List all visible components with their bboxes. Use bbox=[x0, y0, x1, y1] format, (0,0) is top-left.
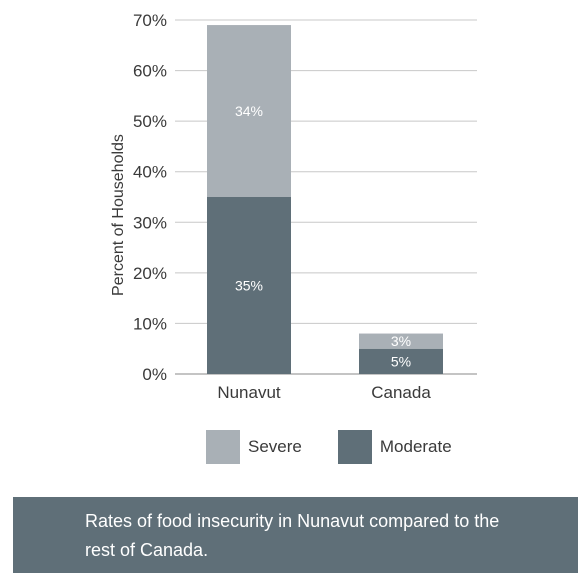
y-axis-ticks: 0% 10% 20% 30% 40% 50% 60% 70% bbox=[133, 11, 167, 384]
bars: 35% 34% 5% 3% bbox=[207, 25, 443, 374]
y-tick-label: 70% bbox=[133, 11, 167, 30]
data-label: 34% bbox=[235, 103, 263, 119]
y-tick-label: 30% bbox=[133, 213, 167, 232]
data-label: 5% bbox=[391, 353, 411, 369]
caption-box: Rates of food insecurity in Nunavut comp… bbox=[13, 497, 578, 573]
y-tick-label: 50% bbox=[133, 112, 167, 131]
legend-item-moderate: Moderate bbox=[337, 430, 452, 464]
legend-swatch-moderate bbox=[337, 430, 372, 464]
bar-moderate-nunavut bbox=[207, 197, 291, 374]
y-tick-label: 10% bbox=[133, 314, 167, 333]
legend-label-severe: Severe bbox=[248, 437, 302, 456]
legend-item-severe: Severe bbox=[206, 430, 302, 464]
y-tick-label: 60% bbox=[133, 62, 167, 81]
legend-label-moderate: Moderate bbox=[379, 437, 452, 456]
legend: Severe Moderate bbox=[206, 430, 488, 464]
bar-severe-nunavut bbox=[207, 25, 291, 197]
y-tick-label: 0% bbox=[142, 365, 167, 384]
y-axis-label: Percent of Households bbox=[110, 134, 127, 296]
stacked-bar-chart: 0% 10% 20% 30% 40% 50% 60% 70% Percent of House… bbox=[110, 11, 477, 402]
y-tick-label: 40% bbox=[133, 163, 167, 182]
x-axis-categories: Nunavut Canada bbox=[217, 383, 431, 402]
bar-moderate-canada bbox=[359, 348, 443, 374]
bar-severe-canada bbox=[359, 333, 443, 349]
y-tick-label: 20% bbox=[133, 264, 167, 283]
legend-swatch-severe bbox=[206, 430, 240, 464]
data-label: 3% bbox=[391, 333, 411, 349]
data-label: 35% bbox=[235, 278, 263, 294]
caption-text: Rates of food insecurity in Nunavut comp… bbox=[85, 511, 500, 560]
x-category-label: Canada bbox=[371, 383, 431, 402]
x-category-label: Nunavut bbox=[217, 383, 281, 402]
